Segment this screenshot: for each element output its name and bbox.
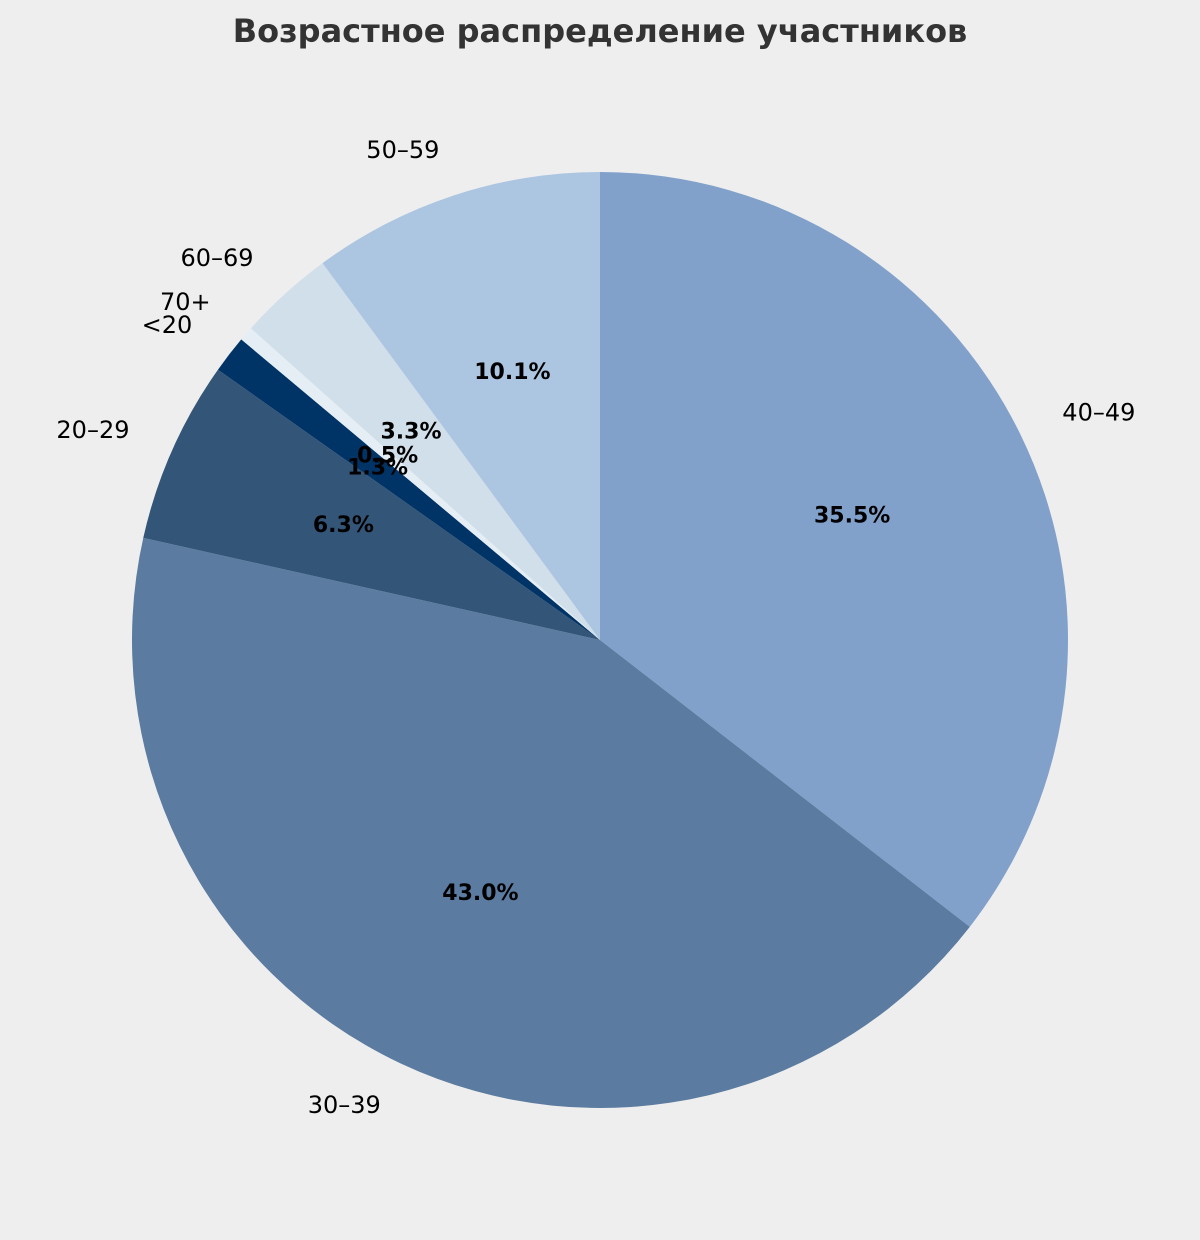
value-label-70-plus: 0.5% [357,443,418,468]
value-label-50-59: 10.1% [474,360,550,385]
category-label-60-69: 60–69 [180,244,253,272]
pie-slice-30-39 [131,537,970,1109]
value-label-under-20: 1.3% [347,456,408,481]
category-label-70-plus: 70+ [160,288,211,316]
pie-slice-20-29 [143,369,601,640]
category-label-under-20: <20 [142,311,193,339]
value-label-30-39: 43.0% [442,881,518,906]
percentage-labels: 35.5% 43.0% 6.3% 1.3%0.5%3.3% 10.1% [313,360,890,906]
pie-slices [131,172,1069,1109]
pie-slice-60-69 [250,263,601,640]
category-label-30-39: 30–39 [308,1091,381,1119]
category-label-20-29: 20–29 [56,416,129,444]
chart-title: Возрастное распределение участников [233,12,968,50]
pie-slice-50-59 [322,172,600,640]
category-label-50-59: 50–59 [366,136,439,164]
pie-slice-70-plus [241,328,601,640]
value-label-60-69: 3.3% [381,419,442,444]
pie-slice-40-49 [600,172,1069,927]
value-label-40-49: 35.5% [814,503,890,528]
category-label-40-49: 40–49 [1062,399,1135,427]
value-label-20-29: 6.3% [313,513,374,538]
pie-slice-under-20 [217,339,600,640]
